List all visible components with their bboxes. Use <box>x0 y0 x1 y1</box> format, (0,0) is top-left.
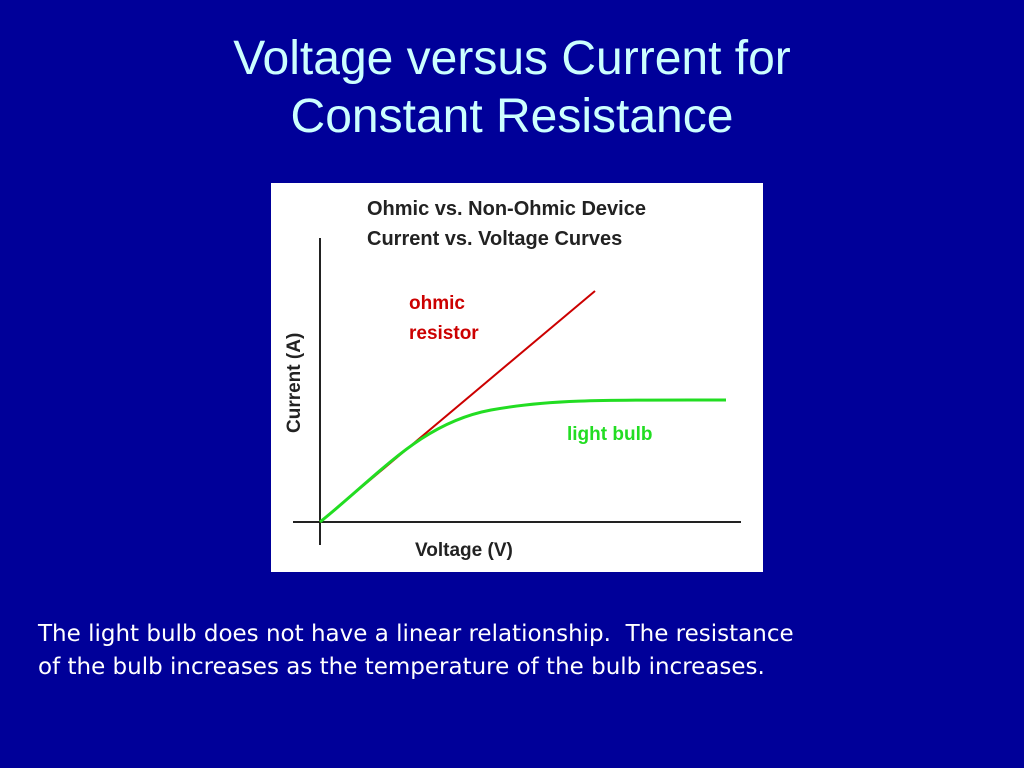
ohmic-label-line-1: ohmic <box>409 293 465 314</box>
ohmic-label-line-2: resistor <box>409 323 479 344</box>
light-bulb-label: light bulb <box>567 424 652 445</box>
iv-curve-figure: Ohmic vs. Non-Ohmic Device Current vs. V… <box>271 183 763 572</box>
x-axis-label: Voltage (V) <box>415 540 513 561</box>
figure-title-line-1: Ohmic vs. Non-Ohmic Device <box>367 198 646 220</box>
iv-curve-svg: Ohmic vs. Non-Ohmic Device Current vs. V… <box>284 198 741 561</box>
slide-caption: The light bulb does not have a linear re… <box>38 618 998 684</box>
slide-title-line-2: Constant Resistance <box>290 90 734 143</box>
y-axis-label: Current (A) <box>284 333 305 433</box>
figure-title-line-2: Current vs. Voltage Curves <box>367 228 622 250</box>
light-bulb-curve <box>319 398 727 524</box>
caption-line-2: of the bulb increases as the temperature… <box>38 654 765 680</box>
caption-line-1: The light bulb does not have a linear re… <box>38 621 794 647</box>
slide-title: Voltage versus Current for Constant Resi… <box>0 30 1024 146</box>
slide-title-line-1: Voltage versus Current for <box>233 32 791 85</box>
